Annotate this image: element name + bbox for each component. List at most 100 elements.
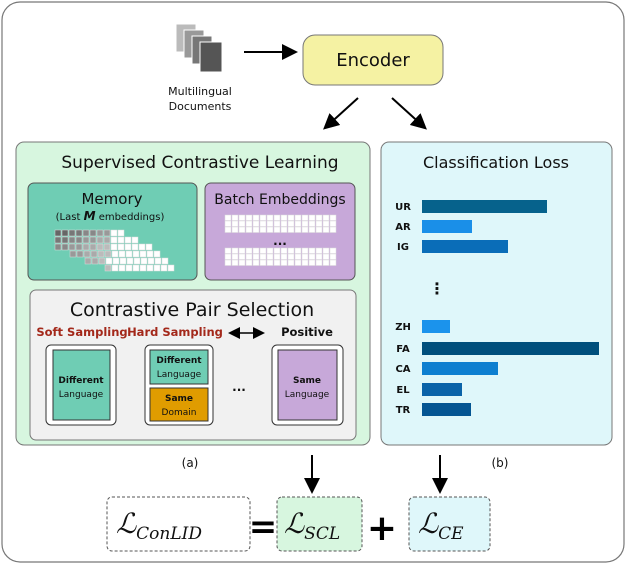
positive-card-line1: Same [293,376,321,386]
batch-title: Batch Embeddings [214,192,345,208]
memory-cell [118,264,126,272]
batch-cell [273,247,281,254]
batch-cell [322,226,330,233]
memory-cell [160,264,168,272]
batch-cell [224,214,232,221]
caption-a: (a) [182,456,199,470]
batch-cell [280,226,288,233]
bar-ur [422,200,547,213]
batch-cell [308,220,316,227]
documents-label-2: Documents [169,100,232,113]
classification-panel: Classification Loss UR AR IG ZH FA CA EL TR ⋮ [380,141,613,446]
batch-cell [287,253,295,260]
batch-cell [273,226,281,233]
batch-cell [308,226,316,233]
batch-cell [322,253,330,260]
memory-cell [110,236,118,244]
batch-cell [329,253,337,260]
bar-zh [422,320,450,333]
batch-cell [252,226,260,233]
batch-cell [322,247,330,254]
soft-card-line1: Different [58,376,104,386]
caption-b: (b) [492,456,509,470]
memory-cell [103,236,111,244]
memory-cell [139,264,147,272]
batch-cell [294,247,302,254]
memory-cell [96,243,104,251]
memory-cell [68,229,76,237]
batch-cell [287,220,295,227]
bar-label-ig: IG [397,242,409,253]
hard-card-bottom-line2: Domain [162,408,197,418]
batch-cell [329,214,337,221]
bar-label-tr: TR [396,405,411,416]
batch-cell [315,220,323,227]
bar-ca [422,362,498,375]
batch-cell [301,226,309,233]
batch-cell [245,226,253,233]
batch-cell [280,253,288,260]
batch-cell [294,253,302,260]
memory-cell [126,257,134,265]
batch-cell [287,214,295,221]
batch-cell [301,247,309,254]
memory-cell [132,264,140,272]
bar-fa [422,342,599,355]
batch-cell [301,259,309,266]
batch-cell [266,247,274,254]
soft-sampling-label: Soft Sampling [36,325,127,339]
memory-cell [91,257,99,265]
batch-cell [294,220,302,227]
memory-cell [117,236,125,244]
memory-cell [117,243,125,251]
batch-embeddings-grid [224,214,337,266]
positive-label: Positive [281,325,333,339]
arrow-encoder-to-cls [391,97,427,130]
batch-cell [231,214,239,221]
soft-card-different-language [52,349,111,421]
bar-label-el: EL [396,385,410,396]
batch-cell [238,220,246,227]
batch-cell [245,259,253,266]
memory-cell [118,250,126,258]
memory-cell [75,229,83,237]
batch-cell [273,259,281,266]
batch-cell [322,220,330,227]
batch-cell [259,226,267,233]
pair-ellipsis: ... [232,380,246,394]
batch-cell [259,259,267,266]
memory-cell [96,229,104,237]
memory-cell [111,250,119,258]
memory-cell [76,250,84,258]
batch-cell [224,259,232,266]
documents-icon [175,23,223,73]
batch-cell [266,259,274,266]
batch-cell [266,253,274,260]
bar-label-ar: AR [395,222,411,233]
scl-title: Supervised Contrastive Learning [61,153,338,173]
batch-cell [245,220,253,227]
memory-title: Memory [81,190,142,208]
batch-cell [259,214,267,221]
batch-cell [308,259,316,266]
memory-cell [124,243,132,251]
memory-cell [105,257,113,265]
total-loss-box [106,496,251,552]
memory-cell [161,257,169,265]
memory-cell [110,243,118,251]
batch-cell [252,247,260,254]
bar-tr [422,403,471,416]
pair-selection-title: Contrastive Pair Selection [70,299,314,321]
batch-cell [280,247,288,254]
positive-card-same-language [277,349,338,421]
memory-cell [89,229,97,237]
memory-cell [131,243,139,251]
batch-cell [273,220,281,227]
equals-sign: = [249,507,278,547]
memory-cell [54,229,62,237]
memory-cell [125,264,133,272]
batch-cell [301,253,309,260]
scl-loss: ℒSCL [284,507,340,544]
memory-cell [104,250,112,258]
batch-cell [238,226,246,233]
